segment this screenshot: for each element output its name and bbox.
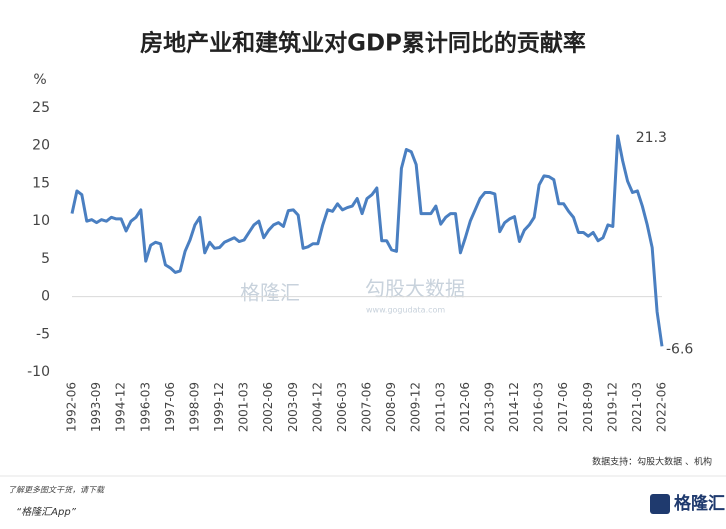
line	[70, 134, 664, 347]
x-tick-label: 2018-09	[581, 382, 595, 432]
x-tick-label: 2006-03	[335, 382, 349, 432]
x-tick-label: 2016-03	[532, 382, 546, 432]
data-label: -6.6	[666, 341, 693, 357]
y-tick-label: 10	[32, 213, 50, 229]
logo: 格隆汇	[674, 493, 725, 514]
x-tick-label: 2014-12	[507, 382, 521, 432]
x-tick-label: 1994-12	[114, 382, 128, 432]
y-tick-label: 25	[32, 100, 50, 116]
x-tick-label: 2009-12	[409, 382, 423, 432]
x-tick-label: 1999-12	[212, 382, 226, 432]
x-tick-label: 2008-09	[384, 382, 398, 432]
x-tick-label: 2019-12	[605, 382, 619, 432]
watermark: 格隆汇	[240, 281, 300, 305]
y-tick-label: 15	[32, 175, 50, 191]
x-tick-label: 2007-06	[360, 382, 374, 432]
watermark: www.gogudata.com	[366, 306, 445, 315]
footer: “格隆汇App”	[16, 506, 77, 518]
x-tick-label: 1996-03	[138, 382, 152, 432]
y-tick-label: -5	[36, 326, 50, 342]
x-tick-label: 2003-09	[286, 382, 300, 432]
x-tick-label: 1993-09	[89, 382, 103, 432]
x-tick-label: 1992-06	[65, 382, 79, 432]
x-tick-label: 2021-03	[630, 382, 644, 432]
x-tick-label: 2013-09	[482, 382, 496, 432]
x-tick-label: 2012-06	[458, 382, 472, 432]
footer: 了解更多图文干货，请下载	[8, 486, 105, 495]
y-tick-label: 5	[41, 251, 50, 267]
x-tick-label: 2011-03	[433, 382, 447, 432]
source: 数据支持：勾股大数据 、机构	[592, 456, 712, 468]
x-tick-label: 2004-12	[310, 382, 324, 432]
y-tick-label: 0	[41, 289, 50, 305]
chart-title: 房地产业和建筑业对GDP累计同比的贡献率	[140, 30, 586, 57]
x-tick-label: 2001-03	[237, 382, 251, 432]
y-unit: %	[33, 72, 46, 88]
x-tick-label: 1997-06	[163, 382, 177, 432]
x-tick-label: 1998-09	[187, 382, 201, 432]
x-tick-label: 2017-06	[556, 382, 570, 432]
y-tick-label: 20	[32, 138, 50, 154]
y-tick-label: -10	[27, 364, 50, 380]
x-tick-label: 2002-06	[261, 382, 275, 432]
data-label: 21.3	[636, 130, 667, 146]
logo-icon	[650, 494, 670, 514]
x-tick-label: 2022-06	[655, 382, 669, 432]
